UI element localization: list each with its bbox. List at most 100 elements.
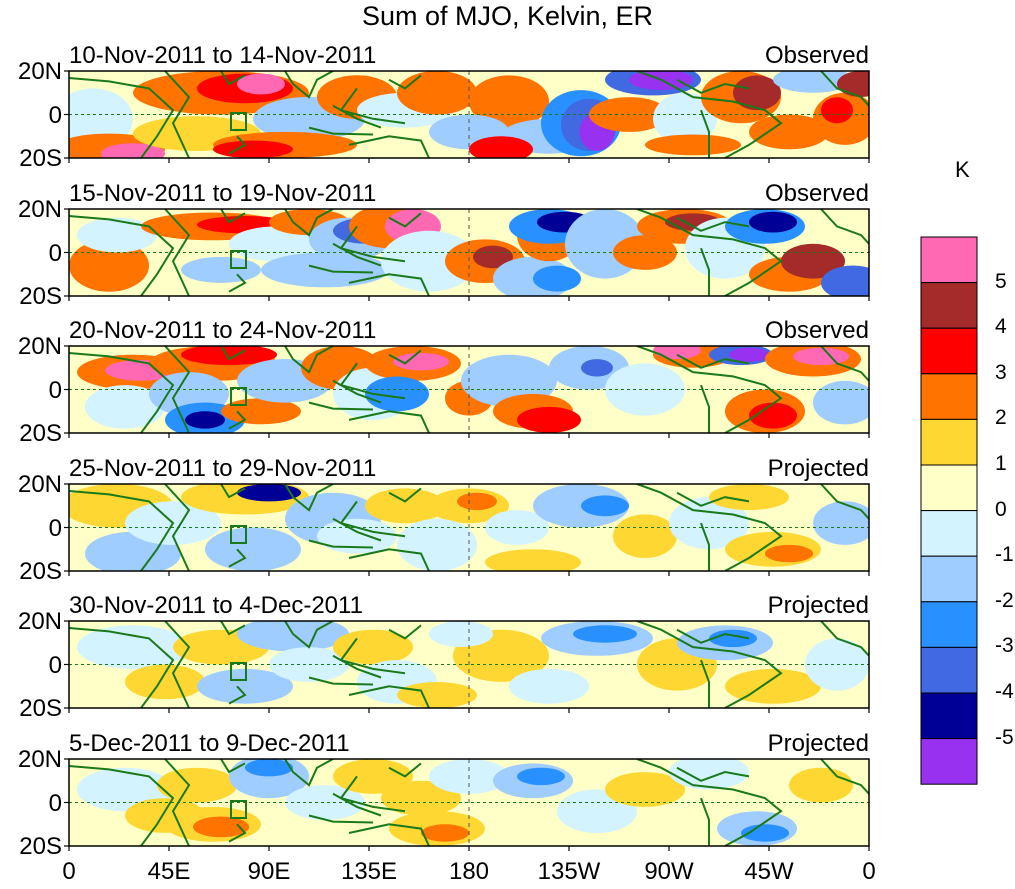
anomaly-contour (749, 402, 797, 429)
anomaly-contour (645, 134, 741, 156)
anomaly-contour (381, 780, 461, 816)
panel-date-label: 25-Nov-2011 to 29-Nov-2011 (69, 455, 377, 482)
colorbar-label: 2 (995, 406, 1007, 430)
lon-label: 45E (147, 858, 191, 885)
panel-date-label: 5-Dec-2011 to 9-Dec-2011 (69, 730, 350, 757)
anomaly-contour (469, 136, 533, 158)
colorbar-swatch (920, 510, 978, 557)
anomaly-contour (709, 484, 789, 511)
colorbar-swatch (920, 464, 978, 512)
anomaly-contour (821, 97, 853, 124)
anomaly-contour (813, 380, 869, 425)
panel-kind-label: Projected (767, 455, 869, 482)
colorbar-swatch (920, 327, 978, 375)
anomaly-contour (517, 406, 581, 433)
panel-date-label: 15-Nov-2011 to 19-Nov-2011 (69, 180, 377, 207)
anomaly-contour (509, 668, 589, 704)
anomaly-contour (85, 385, 165, 429)
anomaly-contour (157, 767, 237, 803)
colorbar-label: -4 (995, 680, 1014, 703)
anomaly-contour (485, 510, 549, 545)
anomaly-contour (669, 759, 749, 790)
lon-label: 45W (744, 858, 794, 885)
colorbar-swatch (920, 236, 978, 284)
lon-label: 135W (537, 858, 601, 885)
anomaly-contour (581, 359, 613, 377)
anomaly-contour (821, 265, 869, 296)
anomaly-contour (573, 625, 637, 643)
anomaly-contour (793, 347, 849, 366)
panel-map-2 (69, 209, 869, 296)
anomaly-contour (393, 353, 449, 371)
colorbar-label: -3 (995, 634, 1014, 658)
anomaly-contour (197, 668, 293, 704)
colorbar-label: -1 (995, 543, 1014, 567)
anomaly-contour (613, 514, 677, 558)
region-box (230, 800, 247, 819)
panel-map-6 (69, 759, 869, 846)
colorbar-swatch (920, 646, 978, 694)
anomaly-contour (773, 71, 853, 93)
coastlines (69, 759, 869, 846)
anomaly-contour (837, 71, 869, 97)
lat-label: 20S (19, 833, 62, 860)
colorbar-swatch (920, 555, 978, 603)
lat-label: 0 (48, 789, 62, 817)
colorbar-label: 3 (995, 360, 1007, 384)
lat-label: 0 (48, 514, 62, 542)
lat-label: 0 (48, 651, 62, 679)
lat-label: 20N (17, 333, 62, 360)
lat-label: 20N (17, 746, 62, 773)
panels-group (64, 70, 870, 851)
anomaly-contour (245, 759, 293, 777)
coastlines (69, 484, 869, 571)
lat-label: 20S (19, 420, 62, 447)
anomaly-contour (421, 824, 469, 842)
anomaly-contour (669, 496, 749, 550)
lat-label: 20S (19, 558, 62, 585)
panel-kind-label: Projected (767, 592, 869, 619)
colorbar-label: 1 (995, 452, 1007, 475)
anomaly-contour (181, 346, 277, 366)
lat-label: 20S (19, 283, 62, 310)
anomaly-contour (205, 527, 301, 571)
anomaly-contour (333, 629, 413, 665)
colorbar-swatch (920, 418, 978, 466)
anomaly-contour (581, 495, 629, 517)
region-box (230, 525, 247, 544)
colorbar-swatch (920, 373, 978, 420)
colorbar-label: 4 (995, 315, 1007, 339)
anomaly-contour (397, 682, 477, 708)
lat-label: 20N (17, 471, 62, 498)
panel-map-3 (69, 346, 869, 433)
anomaly-contour (725, 668, 821, 704)
anomaly-contour (429, 621, 493, 647)
anomaly-contour (473, 245, 513, 269)
colorbar-swatch (920, 601, 978, 648)
colorbar-group (920, 236, 978, 785)
colorbar-unit: K (955, 157, 970, 182)
anomaly-contour (729, 347, 769, 362)
panel-date-label: 20-Nov-2011 to 24-Nov-2011 (69, 317, 377, 344)
lon-label: 135E (340, 858, 398, 885)
colorbar-swatch (920, 692, 978, 740)
anomaly-contour (485, 549, 581, 571)
anomaly-contour (605, 772, 685, 807)
region-box (230, 250, 247, 269)
anomaly-contour (533, 265, 581, 292)
panel-kind-label: Projected (767, 730, 869, 757)
anomaly-contour (749, 114, 829, 150)
anomaly-contour (461, 354, 557, 407)
lat-label: 0 (48, 101, 62, 129)
anomaly-contour (125, 664, 205, 700)
lat-label: 0 (48, 376, 62, 404)
panel-map-1 (69, 71, 869, 158)
anomaly-contour (365, 488, 445, 524)
figure-title: Sum of MJO, Kelvin, ER (361, 1, 654, 31)
anomaly-contour (741, 824, 789, 842)
region-box (230, 112, 247, 131)
colorbar-label: -5 (995, 725, 1014, 749)
colorbar-label: 5 (995, 269, 1007, 293)
panel-date-label: 10-Nov-2011 to 14-Nov-2011 (69, 42, 377, 69)
lon-label: 90W (644, 858, 694, 885)
